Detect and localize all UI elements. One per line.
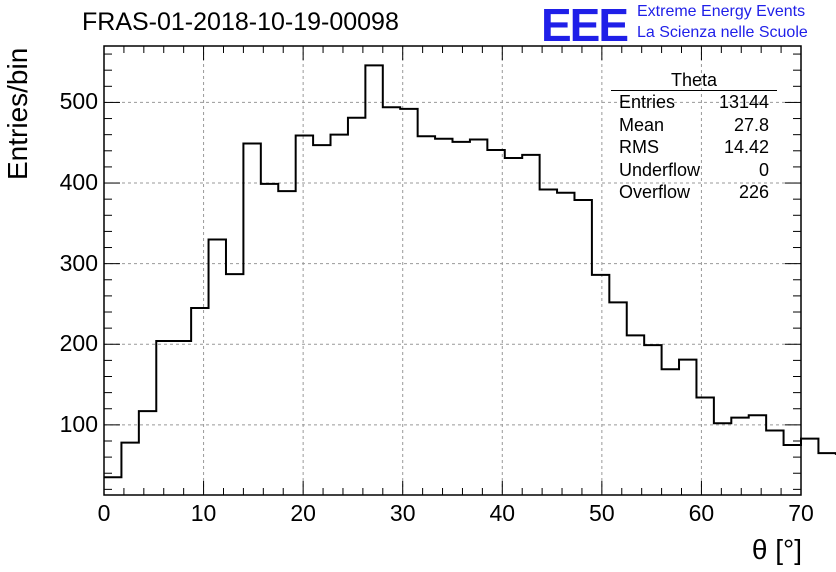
stats-row-underflow: Underflow 0 (611, 159, 777, 182)
stats-label: Mean (619, 114, 665, 135)
x-tick-label: 60 (688, 500, 715, 526)
stats-label: RMS (619, 137, 659, 158)
stats-label: Underflow (619, 159, 701, 180)
y-axis-label: Entries/bin (2, 47, 33, 180)
y-tick-label: 300 (59, 249, 98, 276)
stats-row-overflow: Overflow 226 (611, 181, 777, 204)
x-tick-label: 40 (489, 500, 516, 526)
stats-row-entries: Entries 13144 (611, 91, 777, 114)
grid-lines (104, 46, 801, 495)
logo-line-1: Extreme Energy Events (637, 3, 806, 20)
stats-label: Entries (619, 92, 676, 112)
x-tick-label: 70 (788, 500, 814, 526)
x-tick-label: 10 (190, 500, 217, 526)
stats-box: Theta Entries 13144 Mean 27.8 RMS 14.42 … (611, 70, 777, 204)
histogram-line (104, 64, 836, 479)
stats-row-rms: RMS 14.42 (611, 136, 777, 159)
stats-title: Theta (611, 70, 777, 91)
y-tick-label: 500 (59, 88, 98, 115)
plot-frame (103, 45, 802, 496)
stats-row-mean: Mean 27.8 (611, 114, 777, 137)
stats-value: 27.8 (733, 114, 769, 135)
stats-value: 0 (758, 159, 769, 180)
y-tick-label: 400 (59, 169, 98, 196)
x-tick-label: 50 (589, 500, 615, 526)
axis-ticks (103, 46, 802, 495)
stats-value: 14.42 (723, 137, 769, 158)
x-tick-label: 20 (290, 500, 316, 526)
x-tick-label: 30 (389, 500, 416, 526)
x-axis-label: θ [°] (751, 534, 802, 565)
stats-label: Overflow (619, 182, 691, 203)
stats-value: 226 (738, 182, 769, 203)
plot-title: FRAS-01-2018-10-19-00098 (82, 8, 399, 36)
eee-logo: EEE (541, 0, 629, 51)
y-tick-label: 100 (59, 410, 98, 437)
x-tick-label: 0 (97, 500, 111, 526)
logo-line-2: La Scienza nelle Scuole (637, 24, 808, 41)
y-tick-label: 200 (59, 330, 98, 357)
stats-value: 13144 (718, 92, 769, 112)
histogram-series (104, 64, 836, 479)
